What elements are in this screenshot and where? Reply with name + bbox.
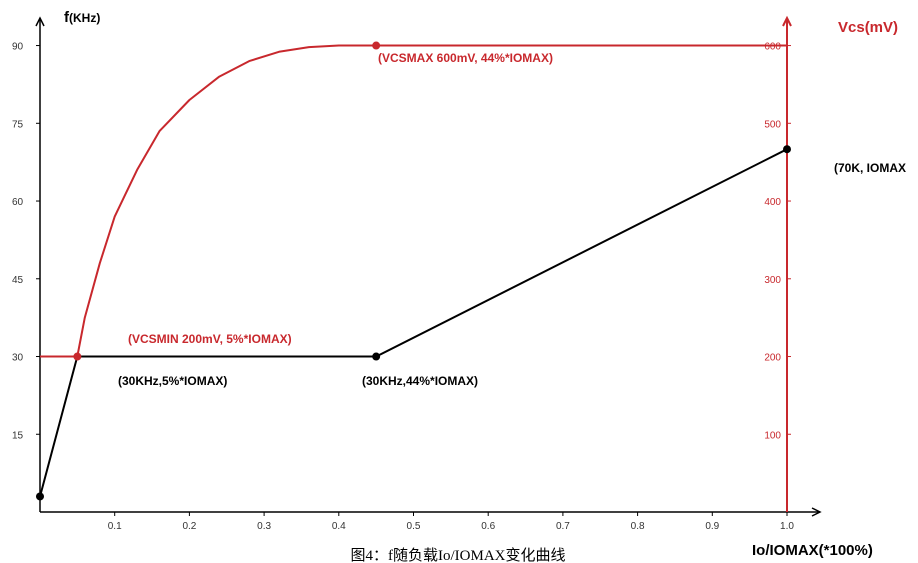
y-left-tick-label: 90 (12, 42, 24, 53)
y-left-tick-label: 30 (12, 353, 24, 364)
x-tick-label: 0.9 (705, 521, 719, 532)
y-right-tick-label: 300 (764, 275, 781, 286)
x-tick-label: 0.5 (407, 521, 421, 532)
y-right-tick-label: 200 (764, 353, 781, 364)
y-axis-left-arrow (35, 16, 45, 27)
data-point (783, 145, 791, 154)
annotation-30khz-5pct: (30KHz,5%*IOMAX) (118, 374, 227, 388)
points-layer (36, 41, 791, 501)
data-point (372, 352, 381, 361)
y-axis-right-title: Vcs(mV) (838, 19, 898, 36)
y-left-tick-label: 45 (12, 275, 24, 286)
y-right-tick-label: 100 (764, 430, 781, 441)
y-right-tick-label: 400 (764, 197, 781, 208)
annotation-vcsmax: (VCSMAX 600mV, 44%*IOMAX) (378, 51, 553, 65)
x-tick-label: 0.8 (631, 521, 645, 532)
labels: f(KHz) Vcs(mV) Io/IOMAX(*100%) (VCSMAX 6… (64, 9, 906, 563)
annotation-30khz-44pct: (30KHz,44%*IOMAX) (362, 374, 478, 388)
series-layer (39, 44, 788, 497)
x-tick-label: 0.3 (257, 521, 271, 532)
ticks: 0.1 0.2 0.3 0.4 0.5 0.6 0.7 0.8 0.9 1.0 15 30 45 60 75… (12, 42, 794, 532)
y-left-tick-label: 15 (12, 430, 24, 441)
y-right-tick-label: 500 (764, 119, 781, 130)
x-axis-title: Io/IOMAX(*100%) (752, 542, 873, 559)
x-axis-arrow (811, 507, 822, 517)
annotation-70k: (70K, IOMAX (834, 161, 906, 175)
x-tick-label: 0.4 (332, 521, 346, 532)
figure-caption: 图4：f随负载Io/IOMAX变化曲线 (351, 547, 566, 563)
x-tick-label: 0.6 (481, 521, 495, 532)
axes (35, 15, 822, 517)
y-axis-left-symbol: f (64, 9, 70, 26)
x-tick-label: 1.0 (780, 521, 794, 532)
x-tick-label: 0.2 (182, 521, 196, 532)
y-axis-right-arrow (782, 15, 792, 27)
annotation-vcsmin: (VCSMIN 200mV, 5%*IOMAX) (128, 332, 292, 346)
y-left-tick-label: 60 (12, 197, 24, 208)
series-line-vcs (40, 44, 787, 358)
y-axis-left-title: f(KHz) (64, 9, 100, 26)
data-point (36, 492, 44, 501)
data-point (372, 41, 381, 50)
y-left-tick-label: 75 (12, 119, 24, 130)
y-axis-left-unit: (KHz) (69, 11, 100, 25)
x-tick-label: 0.7 (556, 521, 570, 532)
y-right-tick-label: 600 (764, 42, 781, 53)
x-tick-label: 0.1 (108, 521, 122, 532)
series-line-frequency (39, 148, 788, 497)
data-point (73, 352, 82, 361)
